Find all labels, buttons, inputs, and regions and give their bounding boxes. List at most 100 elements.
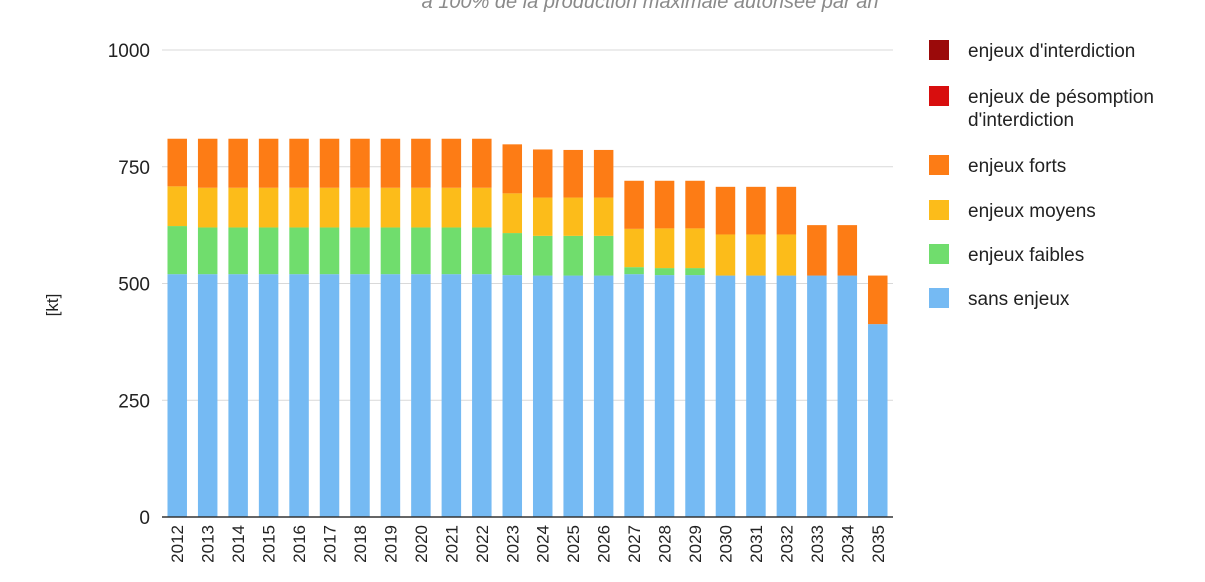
x-tick-label: 2034 xyxy=(838,525,857,563)
y-axis-ticks: 0 250 500 750 1000 xyxy=(108,41,150,529)
bar-segment xyxy=(258,274,279,517)
bar-segment xyxy=(624,228,644,268)
bar-segment xyxy=(441,138,462,188)
legend-swatch xyxy=(929,200,949,220)
bar-segment xyxy=(289,187,309,228)
x-tick-label: 2012 xyxy=(168,525,187,563)
x-tick-label: 2015 xyxy=(260,525,279,563)
legend-swatch xyxy=(929,244,949,264)
bar-segment xyxy=(746,186,766,235)
bar-segment xyxy=(685,275,705,517)
bar-segment xyxy=(746,234,766,276)
x-tick-label: 2018 xyxy=(351,525,370,563)
bar-segment xyxy=(258,187,279,228)
y-tick-label: 250 xyxy=(118,391,150,412)
bar-segment xyxy=(654,268,675,276)
legend-swatch xyxy=(929,40,949,60)
x-tick-label: 2020 xyxy=(412,525,431,563)
bar-segment xyxy=(685,228,705,269)
bar-segment xyxy=(532,235,553,276)
bar-segment xyxy=(715,234,736,276)
bars xyxy=(167,138,888,517)
bar-segment xyxy=(593,275,614,517)
bar-segment xyxy=(289,138,309,188)
bar-segment xyxy=(563,235,583,276)
x-tick-label: 2017 xyxy=(321,525,340,563)
x-tick-label: 2025 xyxy=(564,525,583,563)
bar-segment xyxy=(350,227,370,275)
bar-segment xyxy=(532,275,553,517)
bar-segment xyxy=(441,227,462,275)
bar-segment xyxy=(532,149,553,198)
bar-segment xyxy=(868,275,888,325)
bar-segment xyxy=(837,225,858,276)
bar-segment xyxy=(319,187,340,228)
bar-segment xyxy=(167,186,187,227)
bar-segment xyxy=(380,187,401,228)
bar-segment xyxy=(167,138,187,187)
x-tick-label: 2014 xyxy=(229,525,248,563)
bar-segment xyxy=(228,274,248,517)
bar-segment xyxy=(654,275,675,517)
bar-segment xyxy=(380,138,401,188)
x-tick-label: 2021 xyxy=(442,525,461,563)
bar-segment xyxy=(776,234,797,276)
bar-segment xyxy=(319,274,340,517)
x-tick-label: 2028 xyxy=(656,525,675,563)
x-tick-label: 2033 xyxy=(808,525,827,563)
legend-label: enjeux de pésomption d'interdiction xyxy=(968,87,1154,131)
legend-label: enjeux faibles xyxy=(968,245,1084,266)
bar-segment xyxy=(319,138,340,188)
gridlines xyxy=(162,49,893,401)
bar-segment xyxy=(654,228,675,269)
bar-segment xyxy=(258,227,279,275)
x-tick-label: 2035 xyxy=(869,525,888,563)
legend-label: enjeux forts xyxy=(968,156,1066,177)
bar-segment xyxy=(776,275,797,517)
bar-segment xyxy=(350,138,370,188)
bar-segment xyxy=(380,227,401,275)
bar-segment xyxy=(258,138,279,188)
bar-segment xyxy=(289,274,309,517)
bar-segment xyxy=(593,197,614,236)
bar-segment xyxy=(685,268,705,276)
bar-segment xyxy=(746,275,766,517)
x-axis-ticks: 2012 2013 2014 2015 2016 2017 2018 2019 2020 2021… xyxy=(168,525,888,563)
bar-segment xyxy=(624,180,644,229)
bar-segment xyxy=(197,227,218,275)
bar-segment xyxy=(593,235,614,276)
bar-segment xyxy=(441,274,462,517)
y-axis-label: [kt] xyxy=(43,294,62,317)
y-tick-label: 500 xyxy=(118,275,150,296)
bar-segment xyxy=(411,138,431,188)
x-tick-label: 2032 xyxy=(777,525,796,563)
bar-segment xyxy=(472,187,492,228)
bar-segment xyxy=(502,233,523,276)
bar-segment xyxy=(624,267,644,275)
chart-subtitle: à 100% de la production maximale autoris… xyxy=(422,0,879,13)
bar-segment xyxy=(319,227,340,275)
bar-segment xyxy=(167,226,187,275)
bar-segment xyxy=(197,274,218,517)
bar-segment xyxy=(532,197,553,236)
bar-segment xyxy=(228,227,248,275)
bar-segment xyxy=(563,197,583,236)
bar-segment xyxy=(411,187,431,228)
legend: enjeux d'interdiction enjeux de pésomptio… xyxy=(929,40,1154,310)
bar-segment xyxy=(776,186,797,235)
x-tick-label: 2027 xyxy=(625,525,644,563)
bar-segment xyxy=(502,144,523,194)
bar-segment xyxy=(228,187,248,228)
bar-segment xyxy=(837,275,858,517)
bar-segment xyxy=(654,180,675,229)
y-tick-label: 750 xyxy=(118,158,150,179)
x-tick-label: 2022 xyxy=(473,525,492,563)
x-tick-label: 2030 xyxy=(716,525,735,563)
legend-swatch xyxy=(929,288,949,308)
bar-segment xyxy=(563,275,583,517)
x-tick-label: 2023 xyxy=(503,525,522,563)
bar-segment xyxy=(350,274,370,517)
bar-segment xyxy=(472,274,492,517)
bar-segment xyxy=(350,187,370,228)
